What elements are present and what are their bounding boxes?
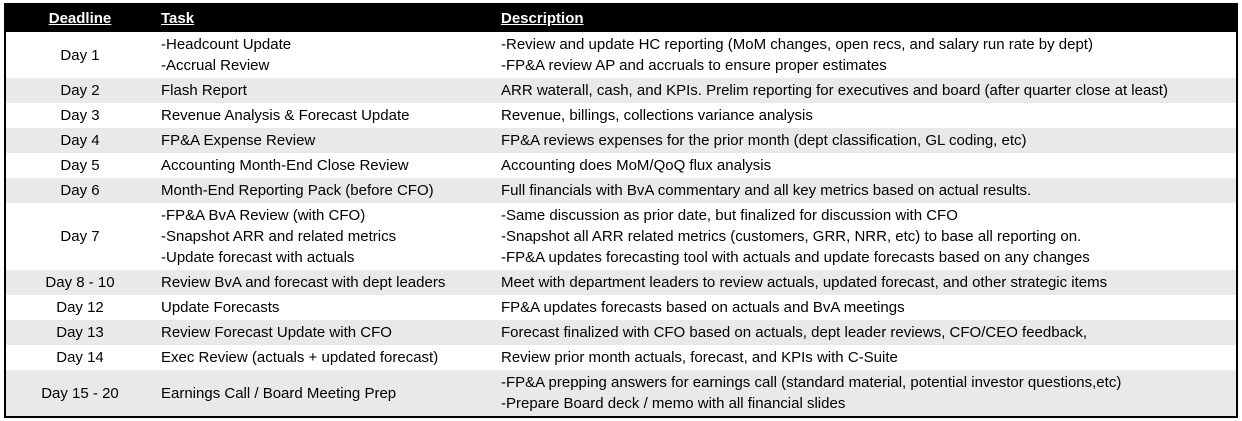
- deadline-cell: Day 5: [60, 157, 100, 174]
- table-row: Day 5 Accounting Month-End Close Review …: [6, 153, 1236, 178]
- table-row: Day 13 Review Forecast Update with CFO F…: [6, 320, 1236, 345]
- task-cell: FP&A Expense Review: [161, 132, 316, 149]
- deadline-cell: Day 12: [56, 299, 104, 316]
- deadline-cell: Day 2: [60, 82, 100, 99]
- description-cell: Review prior month actuals, forecast, an…: [501, 349, 898, 366]
- table-row: Day 12 Update Forecasts FP&A updates for…: [6, 295, 1236, 320]
- description-cell: ARR waterall, cash, and KPIs. Prelim rep…: [501, 82, 1168, 99]
- table-body: Day 1 -Headcount Update -Accrual Review …: [6, 32, 1236, 416]
- task-cell: -FP&A BvA Review (with CFO) -Snapshot AR…: [161, 207, 397, 266]
- description-cell: -Same discussion as prior date, but fina…: [501, 207, 1090, 266]
- description-cell: FP&A updates forecasts based on actuals …: [501, 299, 905, 316]
- table-row: Day 8 - 10 Review BvA and forecast with …: [6, 270, 1236, 295]
- task-cell: Earnings Call / Board Meeting Prep: [161, 384, 397, 402]
- description-cell: -FP&A prepping answers for earnings call…: [501, 374, 1122, 412]
- deadline-cell: Day 7: [60, 228, 100, 245]
- table-row: Day 1 -Headcount Update -Accrual Review …: [6, 32, 1236, 78]
- table-row: Day 4 FP&A Expense Review FP&A reviews e…: [6, 128, 1236, 153]
- task-cell: Revenue Analysis & Forecast Update: [161, 107, 410, 124]
- header-task: Task: [161, 10, 195, 27]
- description-cell: Accounting does MoM/QoQ flux analysis: [501, 157, 772, 174]
- table-row: Day 14 Exec Review (actuals + updated fo…: [6, 345, 1236, 370]
- description-cell: Meet with department leaders to review a…: [501, 274, 1108, 291]
- header-description: Description: [501, 10, 584, 27]
- table-row: Day 6 Month-End Reporting Pack (before C…: [6, 178, 1236, 203]
- deadline-cell: Day 4: [60, 132, 100, 149]
- deadline-cell: Day 13: [56, 324, 104, 341]
- description-cell: Revenue, billings, collections variance …: [501, 107, 813, 124]
- deadline-cell: Day 14: [56, 349, 104, 366]
- task-cell: Review Forecast Update with CFO: [161, 324, 392, 341]
- deadline-cell: Day 8 - 10: [45, 274, 115, 291]
- task-cell: Exec Review (actuals + updated forecast): [161, 349, 439, 366]
- task-cell: -Headcount Update -Accrual Review: [161, 36, 292, 74]
- task-cell: Month-End Reporting Pack (before CFO): [161, 182, 434, 199]
- task-cell: Review BvA and forecast with dept leader…: [161, 274, 446, 291]
- month-end-close-schedule-table: Deadline Task Description Day 1 -Headcou…: [4, 3, 1238, 418]
- description-cell: FP&A reviews expenses for the prior mont…: [501, 132, 1027, 149]
- deadline-cell: Day 15 - 20: [41, 384, 119, 402]
- deadline-cell: Day 6: [60, 182, 100, 199]
- description-cell: Forecast finalized with CFO based on act…: [501, 324, 1088, 341]
- table-row: Day 15 - 20 Earnings Call / Board Meetin…: [6, 370, 1236, 416]
- table-header-row: Deadline Task Description: [6, 5, 1236, 32]
- task-cell: Accounting Month-End Close Review: [161, 157, 409, 174]
- table-row: Day 7 -FP&A BvA Review (with CFO) -Snaps…: [6, 203, 1236, 270]
- deadline-cell: Day 3: [60, 107, 100, 124]
- description-cell: -Review and update HC reporting (MoM cha…: [501, 36, 1093, 74]
- header-deadline: Deadline: [48, 10, 112, 27]
- table-row: Day 2 Flash Report ARR waterall, cash, a…: [6, 78, 1236, 103]
- deadline-cell: Day 1: [60, 46, 100, 64]
- task-cell: Update Forecasts: [161, 299, 280, 316]
- table-row: Day 3 Revenue Analysis & Forecast Update…: [6, 103, 1236, 128]
- task-cell: Flash Report: [161, 82, 247, 99]
- description-cell: Full financials with BvA commentary and …: [501, 182, 1032, 199]
